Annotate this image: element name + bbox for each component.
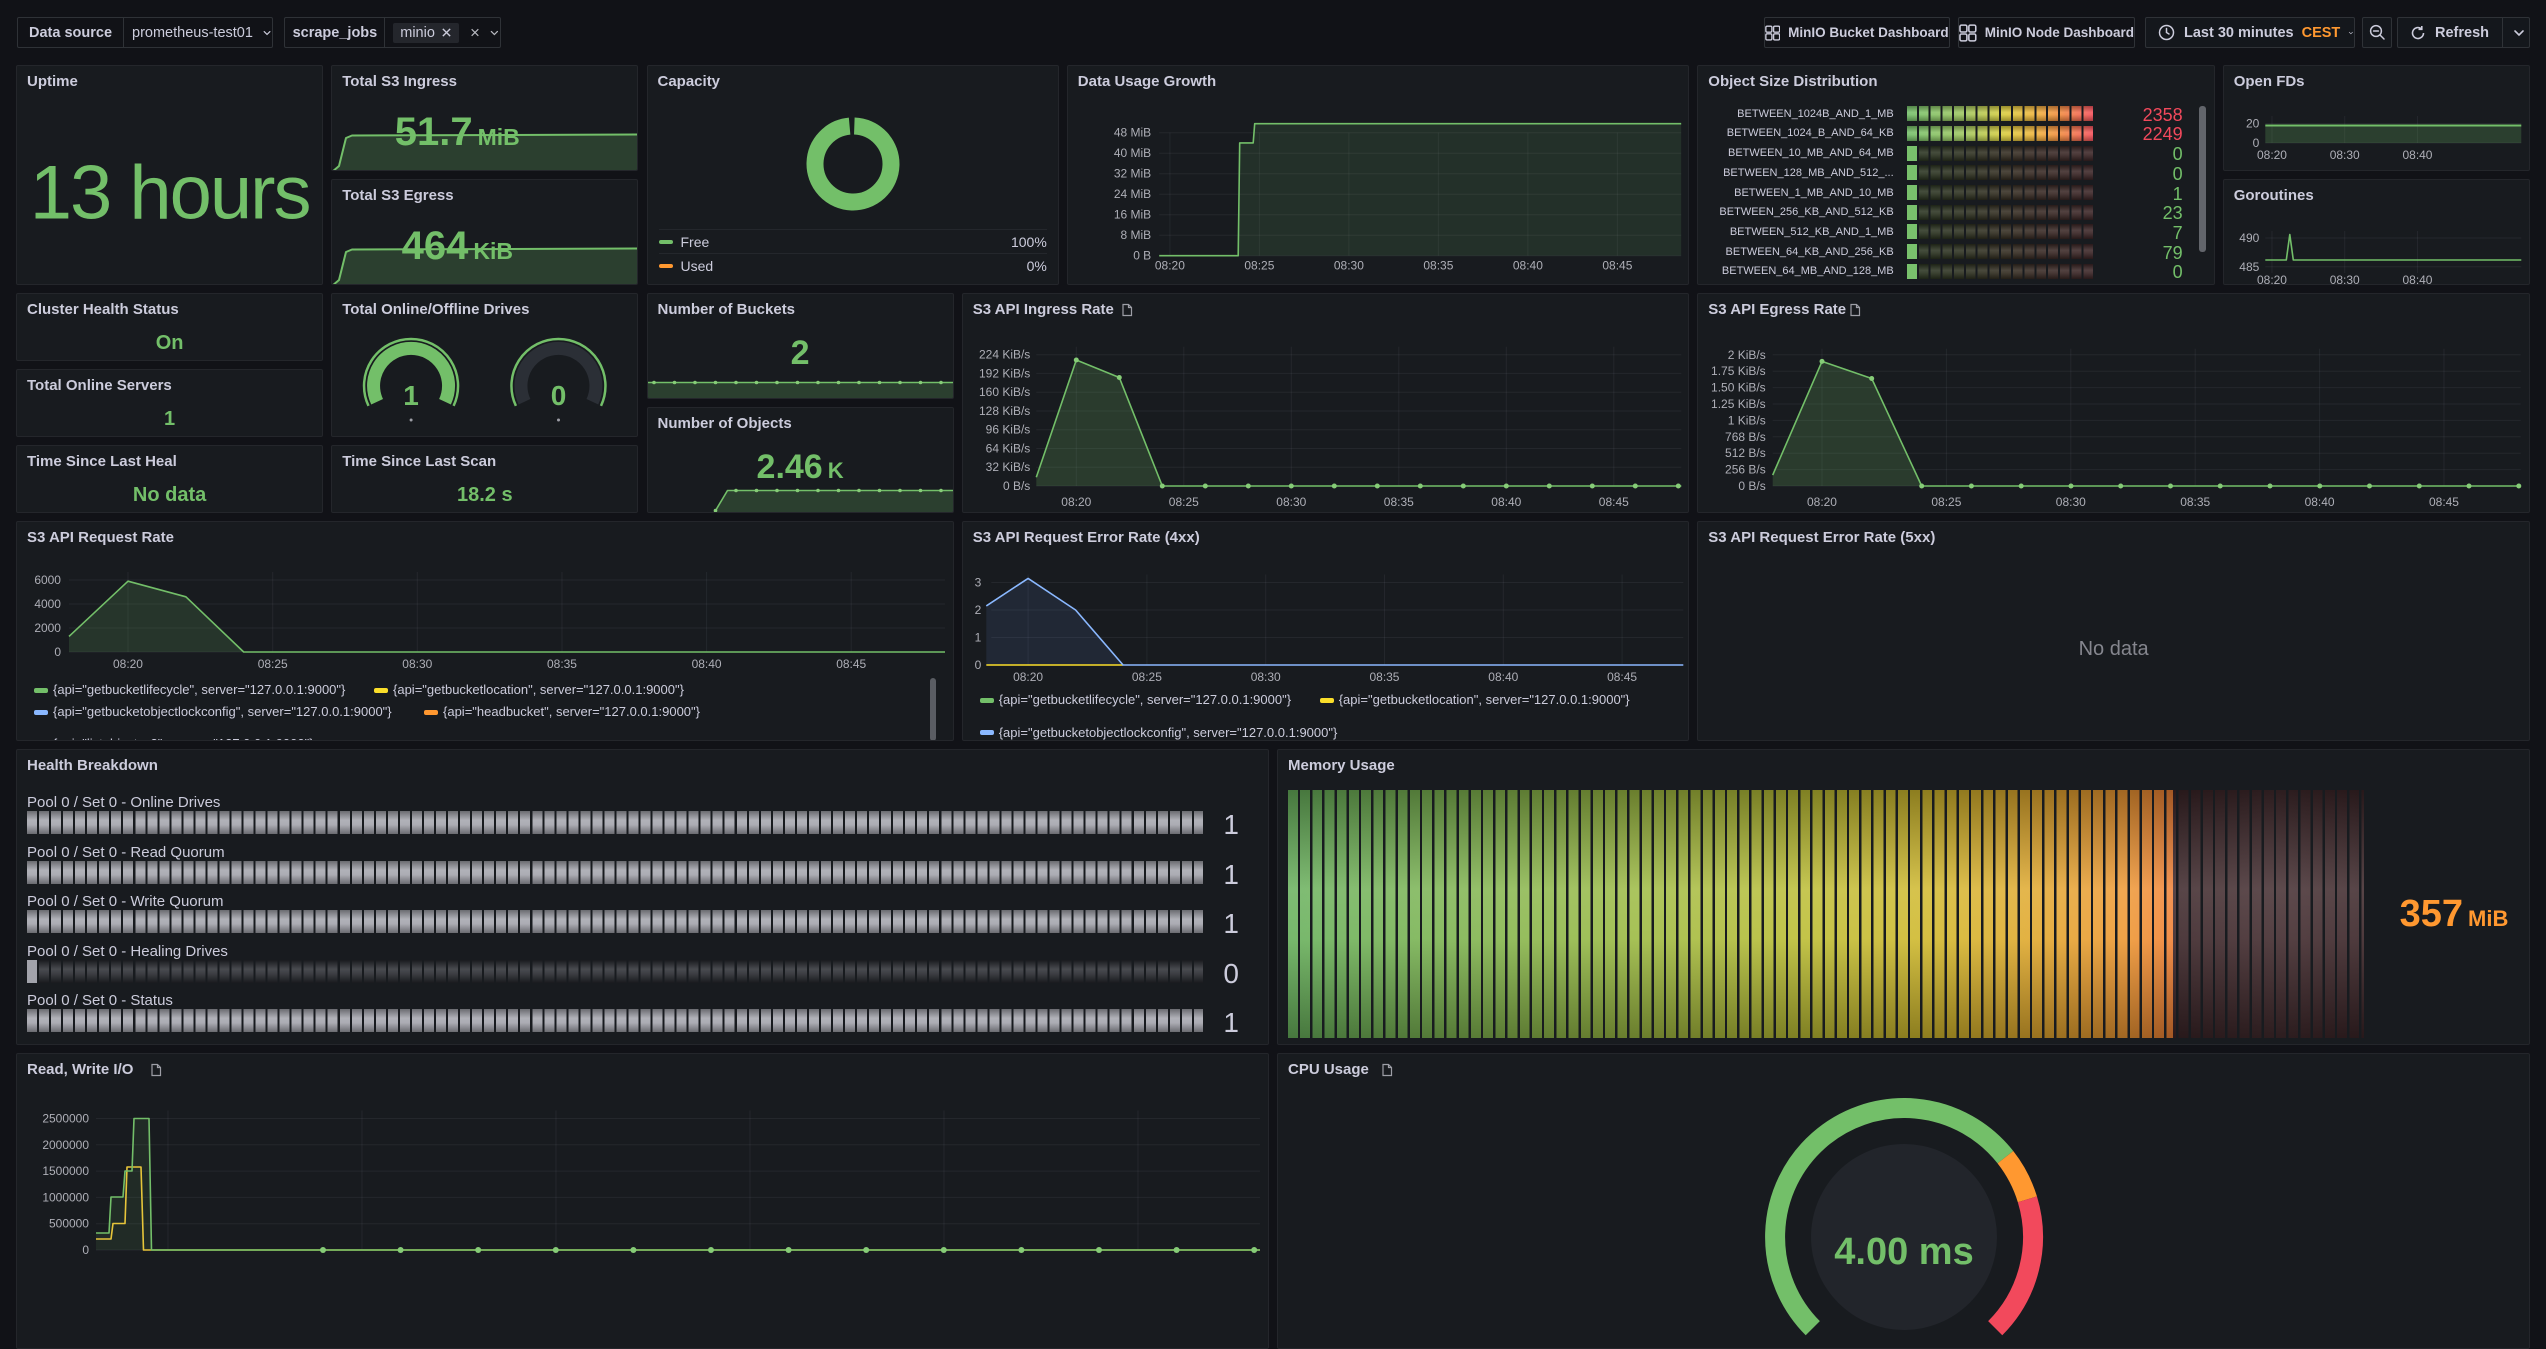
svg-text:4.00 ms: 4.00 ms: [1834, 1231, 1973, 1273]
svg-text:08:20: 08:20: [2257, 273, 2287, 285]
svg-text:1500000: 1500000: [42, 1164, 89, 1178]
svg-text:08:30: 08:30: [1334, 259, 1364, 273]
svg-text:0 B: 0 B: [1133, 249, 1151, 263]
svg-text:08:40: 08:40: [2402, 148, 2432, 162]
svg-text:4000: 4000: [34, 597, 61, 611]
svg-text:08:45: 08:45: [1602, 259, 1632, 273]
svg-text:48 MiB: 48 MiB: [1114, 126, 1151, 140]
svg-text:08:35: 08:35: [1423, 259, 1453, 273]
svg-text:1 KiB/s: 1 KiB/s: [1728, 413, 1766, 427]
svg-text:08:40: 08:40: [1488, 670, 1518, 684]
svg-text:08:30: 08:30: [2056, 495, 2086, 509]
svg-text:08:30: 08:30: [1250, 670, 1280, 684]
svg-text:1.75 KiB/s: 1.75 KiB/s: [1711, 364, 1766, 378]
svg-text:08:45: 08:45: [2429, 495, 2459, 509]
svg-text:2000000: 2000000: [42, 1138, 89, 1152]
svg-text:40 MiB: 40 MiB: [1114, 146, 1151, 160]
svg-text:08:30: 08:30: [1276, 495, 1306, 509]
svg-text:08:30: 08:30: [2329, 273, 2359, 285]
svg-text:0: 0: [974, 658, 981, 672]
svg-text:08:25: 08:25: [1244, 259, 1274, 273]
svg-text:08:45: 08:45: [836, 657, 866, 671]
svg-text:2: 2: [974, 603, 981, 617]
svg-text:08:20: 08:20: [1013, 670, 1043, 684]
svg-text:08:40: 08:40: [1491, 495, 1521, 509]
svg-text:2 KiB/s: 2 KiB/s: [1728, 348, 1766, 362]
svg-text:08:20: 08:20: [1155, 259, 1185, 273]
svg-text:08:20: 08:20: [1061, 495, 1091, 509]
svg-text:2500000: 2500000: [42, 1112, 89, 1126]
svg-text:768 B/s: 768 B/s: [1725, 430, 1766, 444]
svg-text:08:40: 08:40: [2305, 495, 2335, 509]
svg-text:192 KiB/s: 192 KiB/s: [979, 366, 1030, 380]
svg-text:0: 0: [82, 1243, 89, 1257]
svg-text:96 KiB/s: 96 KiB/s: [985, 423, 1030, 437]
svg-text:08:45: 08:45: [1598, 495, 1628, 509]
svg-text:32 KiB/s: 32 KiB/s: [985, 460, 1030, 474]
svg-text:08:40: 08:40: [2402, 273, 2432, 285]
svg-text:3: 3: [974, 576, 981, 590]
svg-text:2000: 2000: [34, 621, 61, 635]
svg-text:0 B/s: 0 B/s: [1739, 479, 1766, 493]
svg-text:08:30: 08:30: [402, 657, 432, 671]
svg-text:08:20: 08:20: [113, 657, 143, 671]
svg-text:08:25: 08:25: [1168, 495, 1198, 509]
svg-text:1: 1: [974, 630, 981, 644]
svg-text:1.50 KiB/s: 1.50 KiB/s: [1711, 381, 1766, 395]
svg-text:128 KiB/s: 128 KiB/s: [979, 404, 1030, 418]
svg-text:08:45: 08:45: [1607, 670, 1637, 684]
svg-text:6000: 6000: [34, 573, 61, 587]
svg-text:08:30: 08:30: [2329, 148, 2359, 162]
svg-text:08:25: 08:25: [1132, 670, 1162, 684]
svg-text:08:40: 08:40: [1513, 259, 1543, 273]
svg-text:1000000: 1000000: [42, 1190, 89, 1204]
svg-text:08:25: 08:25: [1932, 495, 1962, 509]
svg-text:512 B/s: 512 B/s: [1725, 446, 1766, 460]
svg-text:0: 0: [551, 380, 567, 411]
svg-text:64 KiB/s: 64 KiB/s: [985, 441, 1030, 455]
svg-text:256 B/s: 256 B/s: [1725, 463, 1766, 477]
svg-text:08:35: 08:35: [1383, 495, 1413, 509]
svg-text:0: 0: [2252, 136, 2259, 150]
svg-text:20: 20: [2246, 116, 2260, 130]
svg-text:1.25 KiB/s: 1.25 KiB/s: [1711, 397, 1766, 411]
svg-text:08:25: 08:25: [258, 657, 288, 671]
svg-text:490: 490: [2239, 231, 2259, 245]
svg-text:0 B/s: 0 B/s: [1003, 479, 1030, 493]
svg-text:24 MiB: 24 MiB: [1114, 187, 1151, 201]
svg-text:16 MiB: 16 MiB: [1114, 208, 1151, 222]
svg-text:8 MiB: 8 MiB: [1120, 228, 1151, 242]
svg-text:08:20: 08:20: [1807, 495, 1837, 509]
svg-text:08:35: 08:35: [1369, 670, 1399, 684]
svg-text:08:20: 08:20: [2257, 148, 2287, 162]
svg-text:0: 0: [54, 645, 61, 659]
svg-text:08:35: 08:35: [547, 657, 577, 671]
svg-text:08:35: 08:35: [2180, 495, 2210, 509]
svg-text:224 KiB/s: 224 KiB/s: [979, 348, 1030, 362]
svg-text:08:40: 08:40: [692, 657, 722, 671]
svg-text:32 MiB: 32 MiB: [1114, 167, 1151, 181]
svg-text:1: 1: [403, 380, 419, 411]
svg-text:485: 485: [2239, 260, 2259, 274]
svg-text:500000: 500000: [49, 1217, 89, 1231]
svg-text:160 KiB/s: 160 KiB/s: [979, 385, 1030, 399]
